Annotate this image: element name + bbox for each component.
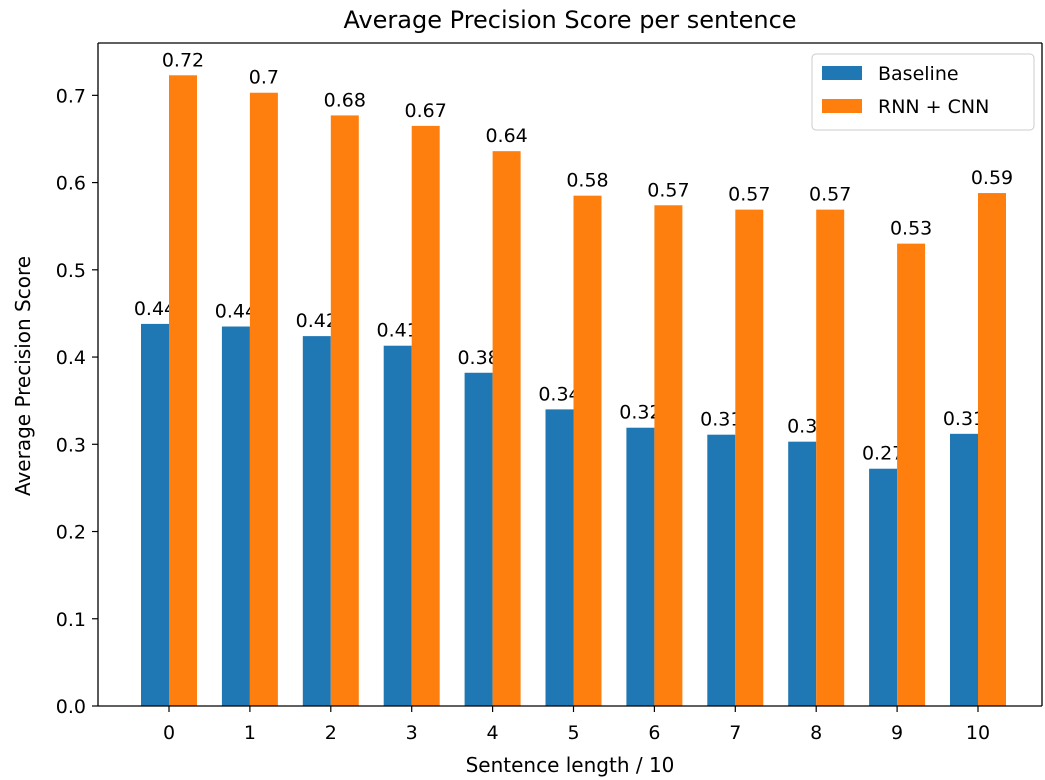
bar-baseline-4	[464, 372, 493, 706]
legend-box	[811, 53, 1035, 131]
x-tick-label: 10	[966, 722, 990, 744]
data-label-baseline-1: 0.44	[215, 301, 257, 323]
data-label-rnn-cnn-4: 0.64	[485, 125, 527, 147]
data-label-rnn-cnn-2: 0.68	[324, 89, 366, 111]
data-label-baseline-6: 0.32	[619, 402, 661, 424]
data-label-rnn-cnn-10: 0.59	[971, 167, 1013, 189]
chart-title: Average Precision Score per sentence	[343, 6, 796, 34]
x-tick-label: 3	[406, 722, 418, 744]
data-label-rnn-cnn-9: 0.53	[890, 218, 932, 240]
x-tick-label: 5	[567, 722, 579, 744]
data-label-baseline-3: 0.41	[377, 320, 419, 342]
data-label-rnn-cnn-6: 0.57	[647, 179, 689, 201]
data-label-baseline-9: 0.27	[862, 443, 904, 465]
data-label-baseline-4: 0.38	[457, 347, 499, 369]
data-label-rnn-cnn-0: 0.72	[162, 49, 204, 71]
bar-baseline-3	[383, 345, 412, 706]
bar-baseline-1	[221, 326, 250, 706]
data-label-rnn-cnn-5: 0.58	[566, 170, 608, 192]
bar-baseline-2	[302, 336, 331, 706]
x-tick-label: 8	[810, 722, 822, 744]
bar-rnn-cnn-1	[249, 92, 278, 707]
data-label-baseline-8: 0.3	[787, 416, 817, 438]
bar-rnn-cnn-3	[411, 125, 440, 707]
data-label-rnn-cnn-1: 0.7	[249, 67, 279, 89]
data-label-baseline-2: 0.42	[296, 310, 338, 332]
bar-rnn-cnn-9	[897, 243, 926, 706]
x-axis-label: Sentence length / 10	[466, 753, 675, 777]
bar-rnn-cnn-6	[654, 205, 683, 706]
bar-rnn-cnn-4	[492, 151, 521, 707]
bar-baseline-9	[869, 468, 898, 706]
data-label-rnn-cnn-8: 0.57	[809, 184, 851, 206]
x-tick-label: 7	[729, 722, 741, 744]
bar-baseline-8	[788, 441, 817, 706]
y-axis-label: Average Precision Score	[11, 256, 35, 496]
bar-rnn-cnn-7	[735, 209, 764, 706]
bar-rnn-cnn-8	[816, 209, 845, 706]
x-tick-label: 6	[648, 722, 660, 744]
legend-swatch-baseline	[822, 66, 862, 80]
data-label-baseline-10: 0.31	[943, 408, 985, 430]
y-tick-label: 0.2	[56, 522, 86, 544]
data-label-rnn-cnn-7: 0.57	[728, 184, 770, 206]
legend-swatch-rnn-cnn	[822, 99, 862, 113]
x-tick-label: 9	[891, 722, 903, 744]
x-tick-label: 1	[244, 722, 256, 744]
data-label-baseline-7: 0.31	[700, 409, 742, 431]
x-tick-label: 2	[325, 722, 337, 744]
data-label-baseline-5: 0.34	[538, 383, 580, 405]
y-tick-label: 0.4	[56, 347, 86, 369]
plot-area: 0.44 0.44 0.42 0.410.380.340.32 0.31 0.30.270…	[56, 42, 1043, 744]
bar-baseline-6	[626, 427, 655, 706]
y-tick-label: 0.3	[56, 434, 86, 456]
x-tick-label: 4	[487, 722, 499, 744]
bar-baseline-10	[950, 433, 978, 706]
legend-label-baseline: Baseline	[878, 63, 959, 85]
data-label-rnn-cnn-3: 0.67	[405, 100, 447, 122]
y-tick-label: 0.6	[56, 173, 86, 195]
y-tick-label: 0.5	[56, 260, 86, 282]
bar-baseline-7	[707, 434, 736, 706]
y-tick-label: 0.1	[56, 609, 86, 631]
bar-baseline-5	[545, 409, 574, 706]
y-tick-label: 0.0	[56, 696, 86, 718]
bar-baseline-0	[141, 323, 169, 706]
y-tick-label: 0.7	[56, 85, 86, 107]
legend: Baseline RNN + CNN	[811, 53, 1035, 131]
x-tick-label: 0	[163, 722, 175, 744]
legend-label-rnn-cnn: RNN + CNN	[878, 96, 989, 118]
bar-rnn-cnn-0	[169, 75, 197, 706]
bar-rnn-cnn-2	[330, 115, 359, 706]
bar-rnn-cnn-10	[978, 193, 1006, 707]
data-label-baseline-0: 0.44	[134, 298, 176, 320]
bar-rnn-cnn-5	[573, 195, 602, 706]
